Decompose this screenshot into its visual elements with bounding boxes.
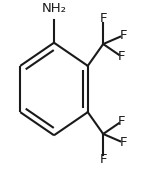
Text: F: F: [119, 29, 127, 42]
Text: F: F: [99, 153, 107, 166]
Text: F: F: [118, 115, 125, 128]
Text: F: F: [119, 136, 127, 149]
Text: NH₂: NH₂: [42, 2, 66, 15]
Text: F: F: [99, 12, 107, 25]
Text: F: F: [118, 50, 125, 63]
